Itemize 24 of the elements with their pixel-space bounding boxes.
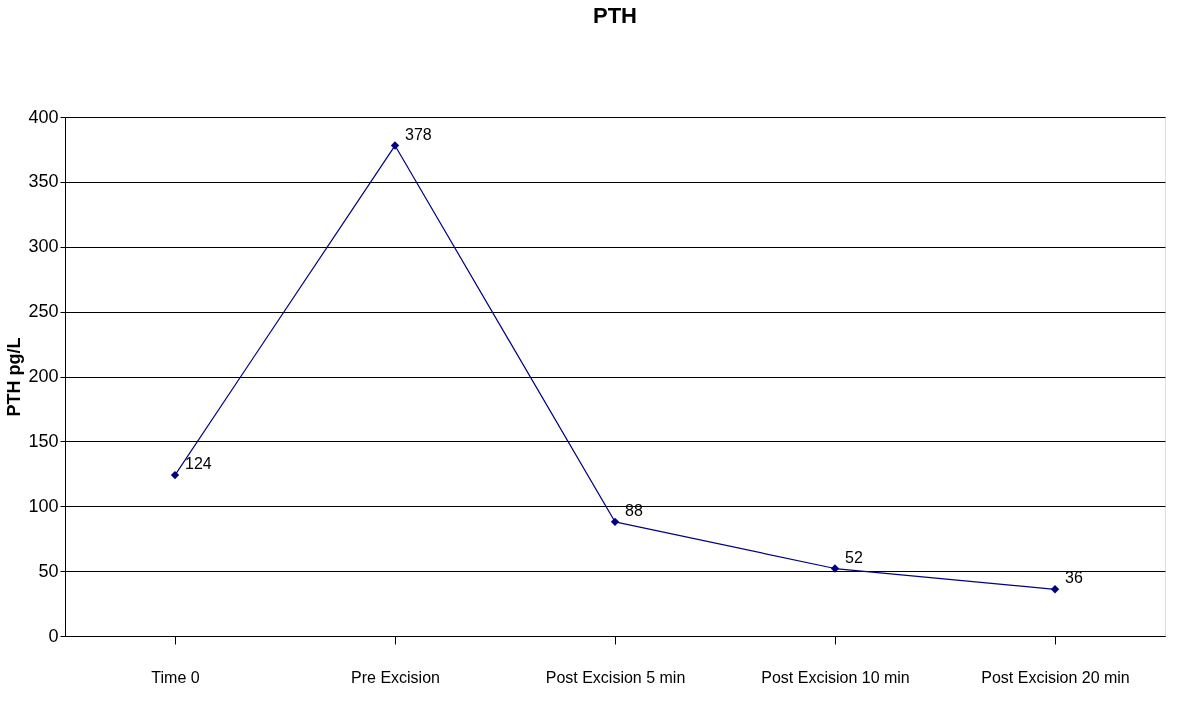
point: [610, 517, 620, 526]
y-tick-label: 0: [48, 625, 59, 646]
point: [830, 564, 840, 573]
chart-title: PTH: [593, 3, 637, 28]
y-tick-label: 150: [28, 430, 59, 451]
y-tick-label: 200: [28, 366, 59, 386]
x-tick-label: Time 0: [151, 668, 200, 686]
y-tick-label: 100: [28, 495, 59, 516]
x-tick-label: Post Excision 10 min: [761, 668, 910, 686]
point: [170, 470, 180, 480]
data-label: 124: [185, 455, 212, 473]
y-tick-label: 250: [28, 301, 59, 322]
y-tick-label: 300: [28, 236, 59, 257]
data-label: 52: [845, 548, 863, 566]
point: [390, 141, 400, 150]
data-label: 378: [405, 125, 432, 143]
y-tick-label: 400: [28, 106, 59, 127]
y-axis-title: PTH pg/L: [4, 337, 25, 417]
x-tick-label: Pre Excision: [351, 668, 440, 686]
point: [1050, 585, 1060, 594]
x-tick-label: Post Excision 5 min: [545, 668, 686, 686]
y-tick-label: 350: [28, 171, 59, 192]
x-tick-label: Post Excision 20 min: [981, 668, 1130, 686]
y-tick-label: 50: [38, 560, 59, 581]
